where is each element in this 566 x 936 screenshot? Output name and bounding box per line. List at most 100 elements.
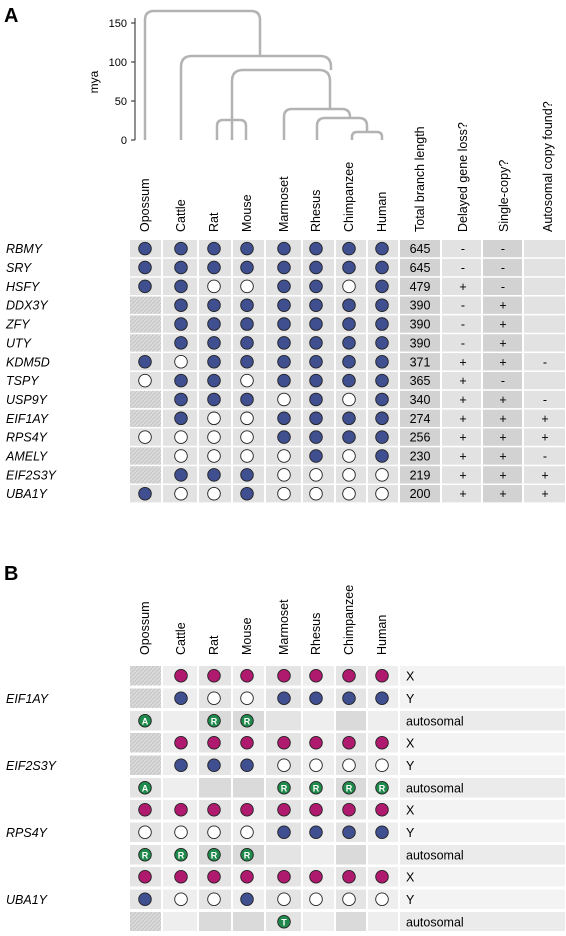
absent-marker bbox=[207, 279, 221, 294]
b-gene-block-uba1y: XY T autosomal UBA1Y bbox=[6, 867, 565, 932]
tree-catarrhini bbox=[315, 116, 369, 140]
delayed-gene-loss: - bbox=[461, 318, 465, 332]
b-label-background bbox=[400, 733, 565, 753]
tick-label-100: 100 bbox=[109, 57, 127, 69]
absent-marker bbox=[240, 279, 254, 294]
cell-background bbox=[524, 428, 565, 446]
cell-background bbox=[524, 371, 565, 390]
gene-label: ZFY bbox=[5, 318, 31, 332]
present-marker bbox=[174, 411, 188, 426]
present-marker bbox=[375, 373, 389, 388]
present-marker bbox=[309, 279, 323, 294]
cell-background bbox=[483, 296, 522, 314]
present-marker bbox=[240, 392, 254, 407]
single-copy: - bbox=[501, 261, 505, 275]
single-copy: + bbox=[499, 355, 506, 369]
x-present-marker bbox=[375, 736, 389, 750]
autosomal-marker-letter: R bbox=[178, 850, 185, 860]
x-present-marker bbox=[174, 669, 188, 683]
single-copy: - bbox=[501, 374, 505, 388]
gene-row-rbmy: RBMY 645 - - bbox=[6, 240, 565, 258]
cell-background bbox=[130, 390, 161, 409]
x-present-marker bbox=[375, 669, 389, 683]
present-marker bbox=[375, 336, 389, 350]
b-row-label: autosomal bbox=[406, 848, 464, 862]
gene-label: AMELY bbox=[5, 450, 49, 464]
autosomal-marker-letter: T bbox=[281, 917, 287, 927]
single-copy: + bbox=[499, 299, 506, 313]
cell-background bbox=[442, 353, 481, 371]
b-row-label: Y bbox=[406, 759, 415, 773]
x-present-marker bbox=[375, 870, 389, 884]
branch-length: 390 bbox=[410, 318, 431, 332]
header-b-species-rhesus: Rhesus bbox=[309, 613, 323, 655]
present-marker bbox=[375, 317, 389, 331]
gene-label: RPS4Y bbox=[6, 431, 49, 445]
present-marker bbox=[342, 373, 356, 388]
autosomal-marker-letter: R bbox=[211, 716, 218, 726]
tree-root bbox=[143, 9, 262, 140]
absent-marker bbox=[309, 468, 323, 482]
b-cell-background bbox=[303, 711, 334, 731]
present-marker bbox=[309, 449, 323, 463]
b-cell-background bbox=[368, 912, 398, 932]
b-cell-background bbox=[130, 912, 161, 932]
cell-background bbox=[130, 409, 161, 427]
cell-background bbox=[442, 447, 481, 465]
b-cell-background bbox=[303, 845, 334, 865]
y-absent-marker bbox=[309, 758, 323, 773]
absent-marker bbox=[342, 449, 356, 463]
b-row-label: autosomal bbox=[406, 781, 464, 795]
present-marker bbox=[174, 298, 188, 312]
branch-length: 479 bbox=[410, 280, 431, 294]
branch-length: 256 bbox=[410, 431, 431, 445]
cell-background bbox=[442, 296, 481, 314]
autosomal-copy: - bbox=[543, 393, 547, 407]
cell-background bbox=[130, 447, 161, 465]
delayed-gene-loss: + bbox=[459, 280, 466, 294]
absent-marker bbox=[174, 449, 188, 463]
autosomal-copy: - bbox=[543, 355, 547, 369]
cell-background bbox=[483, 315, 522, 333]
cell-background bbox=[524, 240, 565, 258]
b-label-background bbox=[400, 822, 565, 842]
x-present-marker bbox=[240, 669, 254, 683]
present-marker bbox=[277, 317, 291, 331]
absent-marker bbox=[207, 449, 221, 463]
header-b-species-cattle: Cattle bbox=[174, 622, 188, 655]
present-marker bbox=[309, 411, 323, 426]
autosomal-marker-letter: R bbox=[379, 783, 386, 793]
cell-background bbox=[524, 296, 565, 314]
absent-marker bbox=[342, 468, 356, 482]
b-label-background bbox=[400, 778, 565, 798]
absent-marker bbox=[240, 411, 254, 426]
single-copy: + bbox=[499, 393, 506, 407]
branch-length: 274 bbox=[410, 412, 431, 426]
gene-label: USP9Y bbox=[6, 393, 49, 407]
gene-row-kdm5d: KDM5D 371 + + - bbox=[6, 353, 565, 371]
present-marker bbox=[309, 317, 323, 331]
gene-row-eif1ay: EIF1AY 274 + + + bbox=[6, 409, 565, 427]
present-marker bbox=[240, 298, 254, 312]
header-species-rhesus: Rhesus bbox=[309, 190, 323, 232]
b-cell-background bbox=[266, 711, 301, 731]
present-marker bbox=[277, 279, 291, 294]
cell-background bbox=[400, 315, 440, 333]
present-marker bbox=[375, 449, 389, 463]
cell-background bbox=[524, 390, 565, 409]
header-species-rat: Rat bbox=[207, 212, 221, 232]
present-marker bbox=[309, 241, 323, 256]
y-present-marker bbox=[309, 691, 323, 706]
gene-row-usp9y: USP9Y 340 + + - bbox=[6, 390, 565, 409]
single-copy: + bbox=[499, 318, 506, 332]
y-present-marker bbox=[207, 758, 221, 773]
present-marker bbox=[240, 260, 254, 275]
y-present-marker bbox=[240, 758, 254, 773]
b-row-label: Y bbox=[406, 692, 415, 706]
present-marker bbox=[375, 279, 389, 294]
present-marker bbox=[207, 260, 221, 275]
present-marker bbox=[342, 411, 356, 426]
